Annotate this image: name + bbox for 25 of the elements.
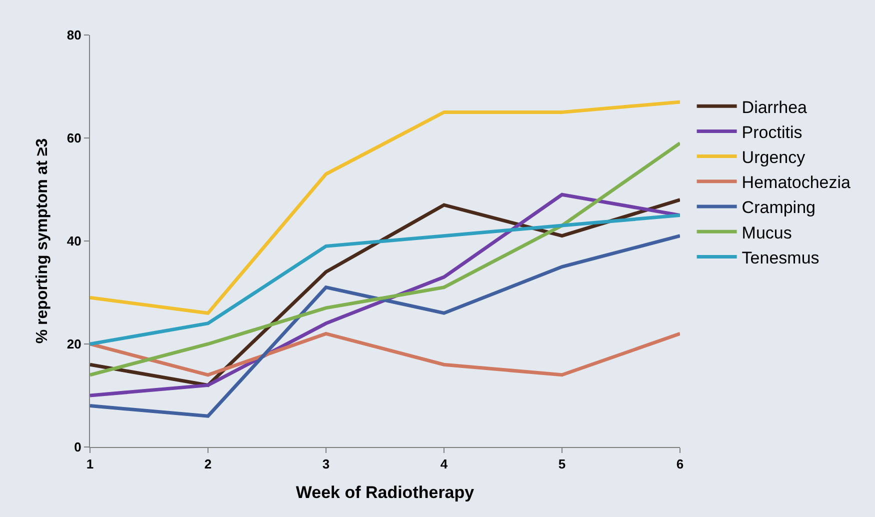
x-tick-label: 2 <box>204 456 212 472</box>
x-tick-label: 5 <box>558 456 566 472</box>
x-tick-label: 4 <box>440 456 448 472</box>
legend-label: Urgency <box>742 148 806 167</box>
legend-label: Diarrhea <box>742 98 808 117</box>
x-tick-label: 6 <box>676 456 684 472</box>
line-series <box>90 214 680 346</box>
line-series <box>90 332 680 377</box>
legend-label: Cramping <box>742 198 816 218</box>
y-tick-label: 0 <box>74 440 82 455</box>
legend-label: Tenesmus <box>742 248 820 268</box>
y-tick-label: 60 <box>66 130 82 146</box>
y-tick-label: 80 <box>66 28 82 43</box>
line-series <box>90 141 680 377</box>
line-series <box>90 234 680 418</box>
y-tick-label: 40 <box>66 234 82 249</box>
line-series <box>90 100 680 315</box>
y-tick-label: 20 <box>66 336 82 352</box>
legend-label: Hematochezia <box>742 173 852 192</box>
y-axis-title: % reporting symptom at ≥3 <box>34 138 51 344</box>
x-tick-label: 1 <box>86 456 94 472</box>
legend-label: Mucus <box>742 223 792 242</box>
x-axis-title: Week of Radiotherapy <box>296 483 475 502</box>
legend-label: Proctitis <box>742 122 802 142</box>
x-tick-label: 3 <box>322 456 330 472</box>
